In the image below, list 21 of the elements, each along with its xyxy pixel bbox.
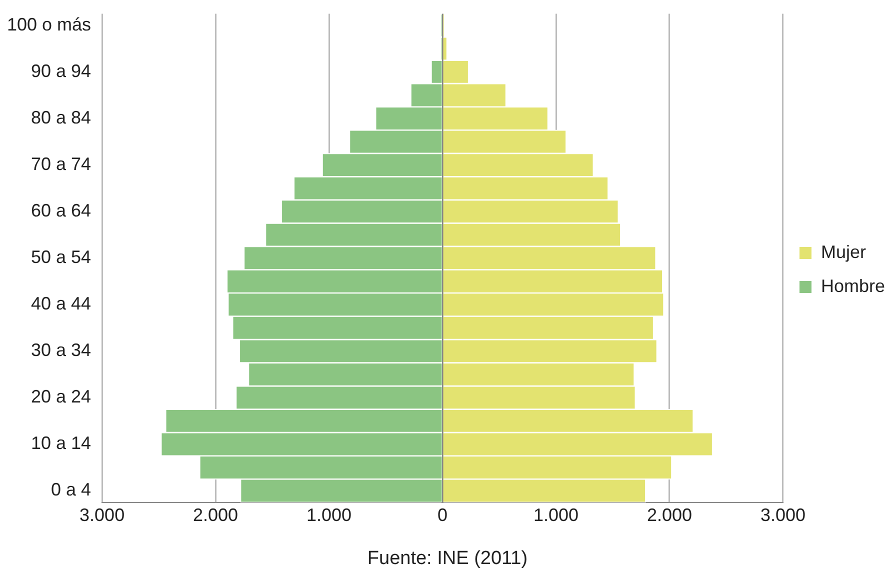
x-tick-label: 2.000	[646, 505, 692, 526]
legend-label: Hombre	[820, 276, 886, 296]
y-tick-label: 60 a 64	[30, 200, 92, 221]
y-tick-label: 30 a 34	[30, 340, 92, 360]
y-tick-label: 10 a 14	[30, 433, 92, 454]
x-tick-label: 2.000	[193, 505, 238, 526]
y-tick-label: 80 a 84	[30, 107, 92, 128]
x-tick-label: 0	[438, 505, 448, 526]
y-tick-label: 50 a 54	[30, 247, 92, 268]
y-tick-label: 100 o más	[6, 14, 92, 34]
y-tick-label: 90 a 94	[30, 60, 92, 81]
y-tick-label: 70 a 74	[30, 154, 92, 174]
y-tick-label: 0 a 4	[51, 480, 92, 500]
x-tick-label: 3.000	[80, 505, 125, 526]
y-tick-label: 20 a 24	[30, 386, 92, 407]
y-tick-label: 40 a 44	[30, 294, 92, 314]
source-note: Fuente: INE (2011)	[366, 548, 529, 570]
legend-label: Mujer	[820, 242, 866, 262]
x-tick-label: 1.000	[533, 505, 579, 526]
x-tick-label: 1.000	[306, 505, 352, 526]
x-tick-label: 3.000	[760, 505, 806, 526]
